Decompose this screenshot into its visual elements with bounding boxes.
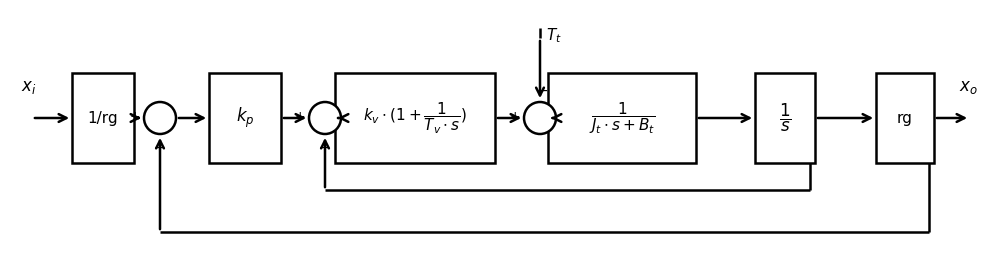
Circle shape <box>524 102 556 134</box>
Text: $k_v\cdot(1+\dfrac{1}{T_v\cdot s})$: $k_v\cdot(1+\dfrac{1}{T_v\cdot s})$ <box>363 100 467 136</box>
Text: rg: rg <box>897 110 913 126</box>
Bar <box>548 73 696 163</box>
Text: $x_i$: $x_i$ <box>21 78 36 96</box>
Text: $T_t$: $T_t$ <box>546 27 562 45</box>
Text: $-$: $-$ <box>153 140 165 154</box>
Bar <box>755 73 815 163</box>
Text: $-$: $-$ <box>536 83 548 97</box>
Text: $-$: $-$ <box>318 140 330 154</box>
Text: $\dfrac{1}{s}$: $\dfrac{1}{s}$ <box>779 102 791 134</box>
Text: 1/rg: 1/rg <box>88 110 118 126</box>
Text: $+$: $+$ <box>509 110 520 122</box>
Bar <box>72 73 134 163</box>
Text: $+$: $+$ <box>294 110 305 122</box>
Circle shape <box>144 102 176 134</box>
Circle shape <box>309 102 341 134</box>
Bar <box>876 73 934 163</box>
Bar <box>335 73 495 163</box>
Text: $+$: $+$ <box>129 110 140 122</box>
Text: $k_p$: $k_p$ <box>236 106 254 130</box>
Text: $\dfrac{1}{J_t\cdot s+B_t}$: $\dfrac{1}{J_t\cdot s+B_t}$ <box>589 100 655 136</box>
Text: $x_o$: $x_o$ <box>959 78 978 96</box>
Bar <box>209 73 281 163</box>
